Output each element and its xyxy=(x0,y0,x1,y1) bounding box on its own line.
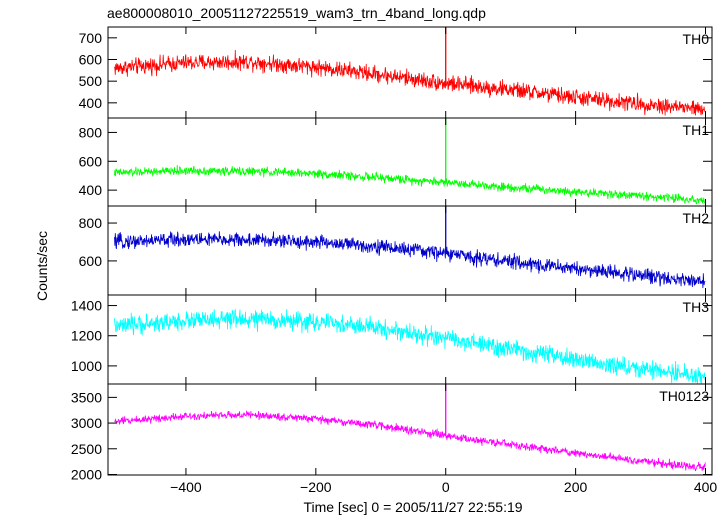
y-tick-label: 400 xyxy=(79,182,103,198)
x-tick-label: 0 xyxy=(442,479,450,495)
series-line-th0 xyxy=(114,49,706,116)
y-tick-label: 1000 xyxy=(71,358,102,374)
y-tick-label: 2000 xyxy=(71,466,102,482)
panel-th0: 400 500 600 700 TH0 xyxy=(79,26,713,119)
y-tick-label: 400 xyxy=(79,95,103,111)
panel-label-th3: TH3 xyxy=(683,299,710,315)
y-tick-label: 500 xyxy=(79,73,103,89)
panel-label-th0: TH0 xyxy=(683,31,710,47)
y-tick-label: 600 xyxy=(79,253,103,269)
y-tick-label: 2500 xyxy=(71,441,102,457)
panels: 400 500 600 700 TH0 400 600 800 TH1 600 800 TH2 1000… xyxy=(71,26,718,495)
y-axis-label: Counts/sec xyxy=(34,231,50,301)
y-tick-label: 1400 xyxy=(71,298,102,314)
panel-label-th0123: TH0123 xyxy=(659,388,709,404)
y-tick-label: 600 xyxy=(79,52,103,68)
series-line-th0123 xyxy=(114,410,706,472)
y-tick-label: 700 xyxy=(79,30,103,46)
x-tick-label: −200 xyxy=(300,479,332,495)
x-axis-label: Time [sec] 0 = 2005/11/27 22:55:19 xyxy=(303,499,522,515)
x-tick-label: 400 xyxy=(694,479,718,495)
panel-frame xyxy=(107,383,713,476)
y-tick-label: 800 xyxy=(79,215,103,231)
series-line-th1 xyxy=(114,165,706,205)
panel-label-th2: TH2 xyxy=(683,210,710,226)
series-line-th3 xyxy=(114,308,706,385)
y-tick-label: 800 xyxy=(79,124,103,140)
panel-th3: 1000 1200 1400 TH3 xyxy=(71,294,713,385)
panel-label-th1: TH1 xyxy=(683,122,710,138)
x-tick-label: −400 xyxy=(170,479,202,495)
x-tick-label: 200 xyxy=(564,479,588,495)
panel-th2: 600 800 TH2 xyxy=(79,205,713,296)
y-tick-label: 3000 xyxy=(71,415,102,431)
series-line-th2 xyxy=(114,231,706,289)
y-tick-label: 3500 xyxy=(71,389,102,405)
y-tick-label: 600 xyxy=(79,153,103,169)
y-tick-label: 1200 xyxy=(71,328,102,344)
panel-th0123: 2000 2500 3000 3500 TH0123 −400 −200 0 200 400 xyxy=(71,383,718,495)
chart-title: ae800008010_20051127225519_wam3_trn_4ban… xyxy=(107,5,486,21)
